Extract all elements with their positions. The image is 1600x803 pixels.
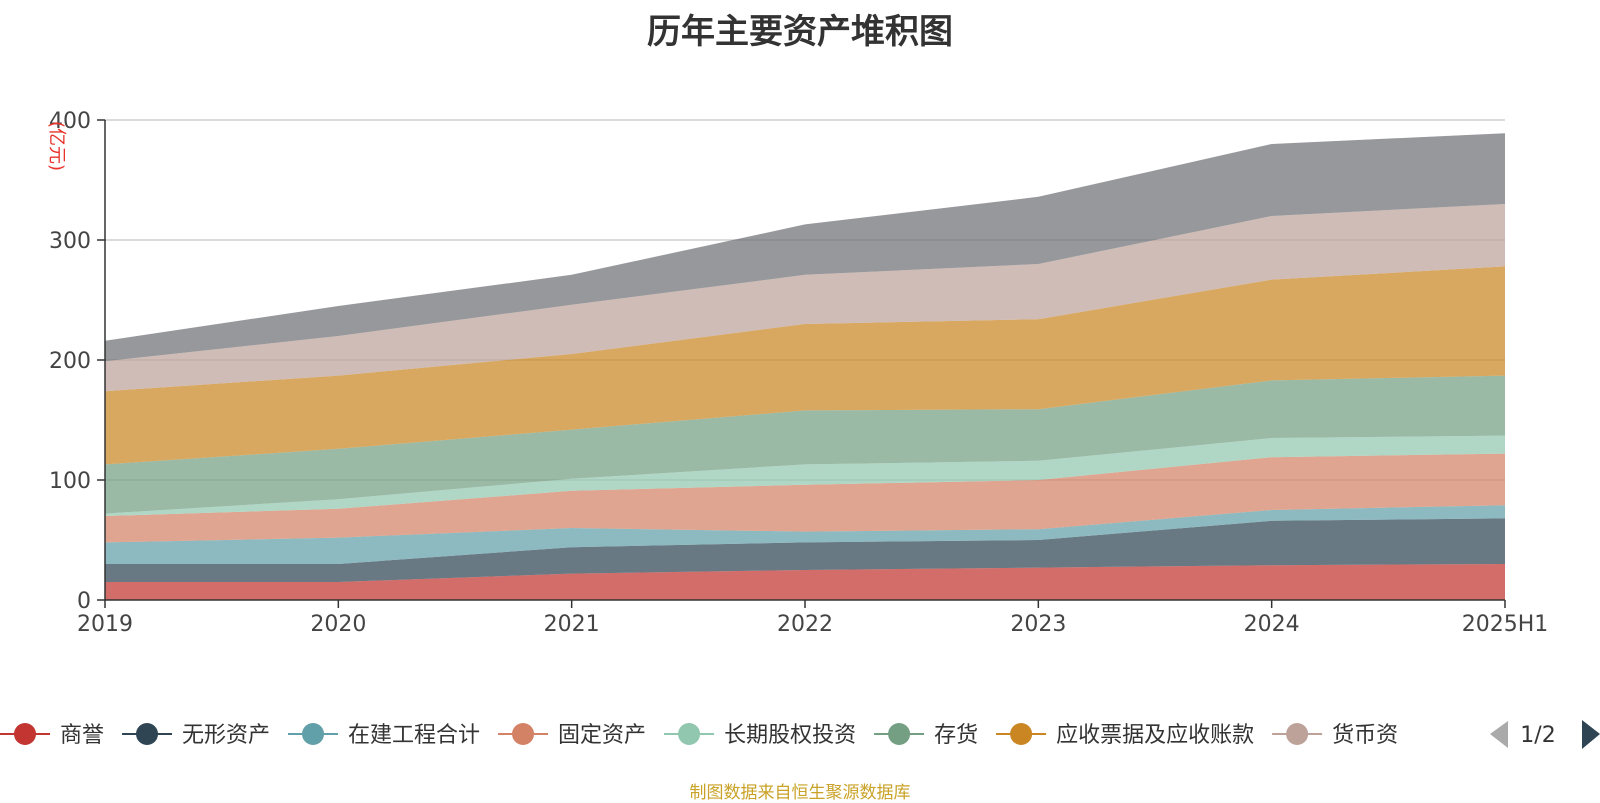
legend-label: 固定资产 — [558, 723, 646, 748]
data-source-note: 制图数据来自恒生聚源数据库 — [689, 783, 911, 803]
x-tick-label: 2020 — [310, 612, 366, 637]
y-tick-label: 200 — [49, 349, 91, 374]
legend-label: 货币资 — [1332, 723, 1398, 748]
legend-circle-marker — [1286, 723, 1309, 745]
legend-circle-marker — [888, 723, 911, 745]
legend-item[interactable]: 在建工程合计 — [288, 723, 480, 748]
y-axis-unit-label: (亿元) — [46, 121, 67, 171]
legend-item[interactable]: 无形资产 — [122, 723, 270, 748]
legend-circle-marker — [14, 723, 36, 745]
legend-circle-marker — [302, 723, 325, 745]
x-tick-label: 2021 — [544, 612, 600, 637]
legend-circle-marker — [678, 723, 701, 745]
x-tick-label: 2024 — [1244, 612, 1300, 637]
area-series-7[interactable] — [105, 204, 1505, 392]
legend-label: 长期股权投资 — [724, 723, 856, 748]
y-tick-label: 0 — [77, 589, 91, 614]
x-tick-label: 2023 — [1010, 612, 1066, 637]
legend-items: 商誉 无形资产 在建工程合计 固定资产 长期股权投资 存货 应收票据及应收账款 货币资 — [0, 723, 1398, 748]
legend-label: 商誉 — [60, 723, 104, 748]
legend-item[interactable]: 长期股权投资 — [664, 723, 856, 748]
y-tick-label: 300 — [49, 229, 91, 254]
area-series-5[interactable] — [105, 375, 1505, 514]
legend-label: 存货 — [934, 723, 978, 748]
area-series-3[interactable] — [105, 453, 1505, 543]
legend-item[interactable]: 存货 — [874, 723, 978, 748]
area-series-1[interactable] — [105, 518, 1505, 582]
axes: 0 100 200 300 400 2019 2020 2021 2022 2023 2024 202… — [46, 109, 1548, 637]
legend-item[interactable]: 应收票据及应收账款 — [996, 723, 1254, 748]
legend: 商誉 无形资产 在建工程合计 固定资产 长期股权投资 存货 应收票据及应收账款 货币资 1/2 — [0, 720, 1600, 749]
legend-label: 无形资产 — [182, 723, 270, 748]
legend-item[interactable]: 商誉 — [0, 723, 104, 748]
chart-title: 历年主要资产堆积图 — [647, 12, 953, 52]
x-tick-label: 2019 — [77, 612, 133, 637]
legend-item[interactable]: 固定资产 — [498, 723, 646, 748]
legend-circle-marker — [512, 723, 535, 745]
legend-circle-marker — [136, 723, 159, 745]
legend-circle-marker — [1010, 723, 1033, 745]
legend-label: 应收票据及应收账款 — [1056, 723, 1254, 748]
legend-page-indicator: 1/2 — [1520, 723, 1555, 748]
y-tick-label: 400 — [49, 109, 91, 134]
legend-label: 在建工程合计 — [348, 723, 480, 748]
y-tick-label: 100 — [49, 469, 91, 494]
area-series-0[interactable] — [105, 564, 1505, 600]
legend-prev-page-icon[interactable] — [1490, 721, 1508, 748]
legend-item[interactable]: 货币资 — [1272, 723, 1398, 748]
area-series-2[interactable] — [105, 505, 1505, 564]
legend-next-page-icon[interactable] — [1582, 720, 1600, 749]
area-series-4[interactable] — [105, 435, 1505, 516]
area-series-8[interactable] — [105, 133, 1505, 362]
x-tick-label: 2025H1 — [1462, 612, 1549, 637]
area-series-layer — [105, 133, 1505, 600]
x-tick-label: 2022 — [777, 612, 833, 637]
area-series-6[interactable] — [105, 266, 1505, 465]
